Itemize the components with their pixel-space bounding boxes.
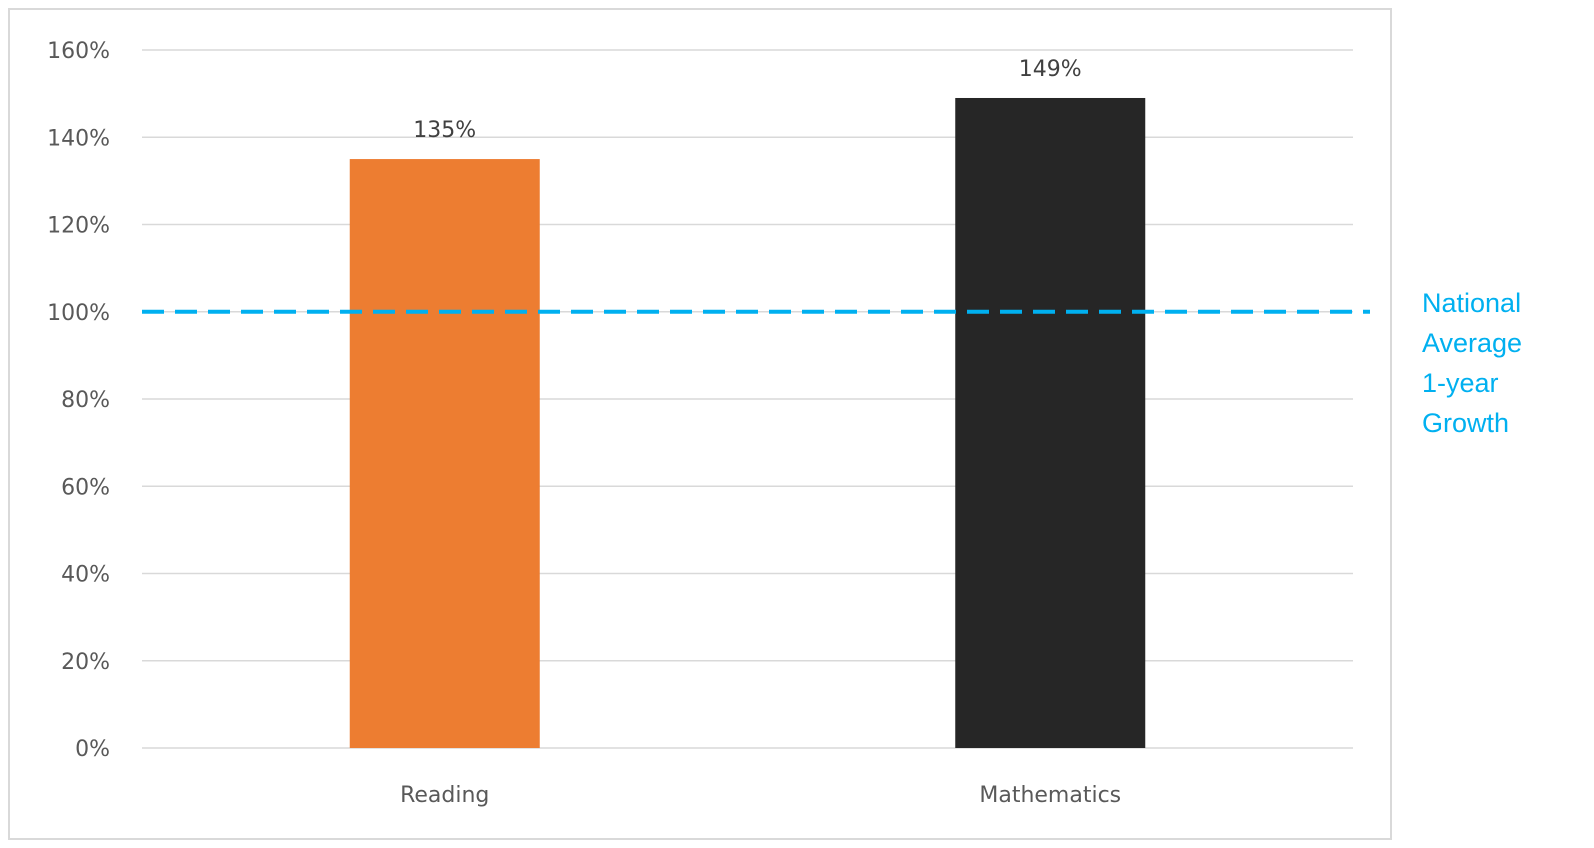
- chart-frame: [8, 8, 1392, 840]
- data-label-reading: 135%: [413, 118, 476, 143]
- y-tick-label: 60%: [61, 475, 110, 500]
- data-labels: 135% 149%: [413, 57, 1081, 143]
- y-tick-label: 80%: [61, 388, 110, 413]
- data-label-mathematics: 149%: [1019, 57, 1082, 82]
- x-tick-label-mathematics: Mathematics: [979, 783, 1121, 808]
- y-tick-label: 140%: [47, 126, 110, 151]
- reference-line-label-line: Growth: [1422, 408, 1509, 438]
- x-axis-tick-labels: Reading Mathematics: [400, 783, 1121, 808]
- bar-reading: [349, 159, 540, 748]
- y-tick-label: 0%: [75, 737, 110, 762]
- y-tick-label: 40%: [61, 563, 110, 588]
- y-axis-tick-labels: 0% 20% 40% 60% 80% 100% 120% 140% 160%: [47, 39, 110, 762]
- reference-line-label: National Average 1-year Growth: [1422, 288, 1522, 438]
- bars: [349, 97, 1146, 749]
- bar-mathematics: [955, 97, 1146, 749]
- y-tick-label: 160%: [47, 39, 110, 64]
- y-tick-label: 120%: [47, 214, 110, 239]
- reference-line-group: National Average 1-year Growth: [142, 288, 1522, 438]
- y-tick-label: 20%: [61, 650, 110, 675]
- y-tick-label: 100%: [47, 301, 110, 326]
- reference-line-label-line: 1-year: [1422, 368, 1499, 398]
- x-tick-label-reading: Reading: [400, 783, 489, 808]
- reference-line-label-line: Average: [1422, 328, 1522, 358]
- reference-line-label-line: National: [1422, 288, 1521, 318]
